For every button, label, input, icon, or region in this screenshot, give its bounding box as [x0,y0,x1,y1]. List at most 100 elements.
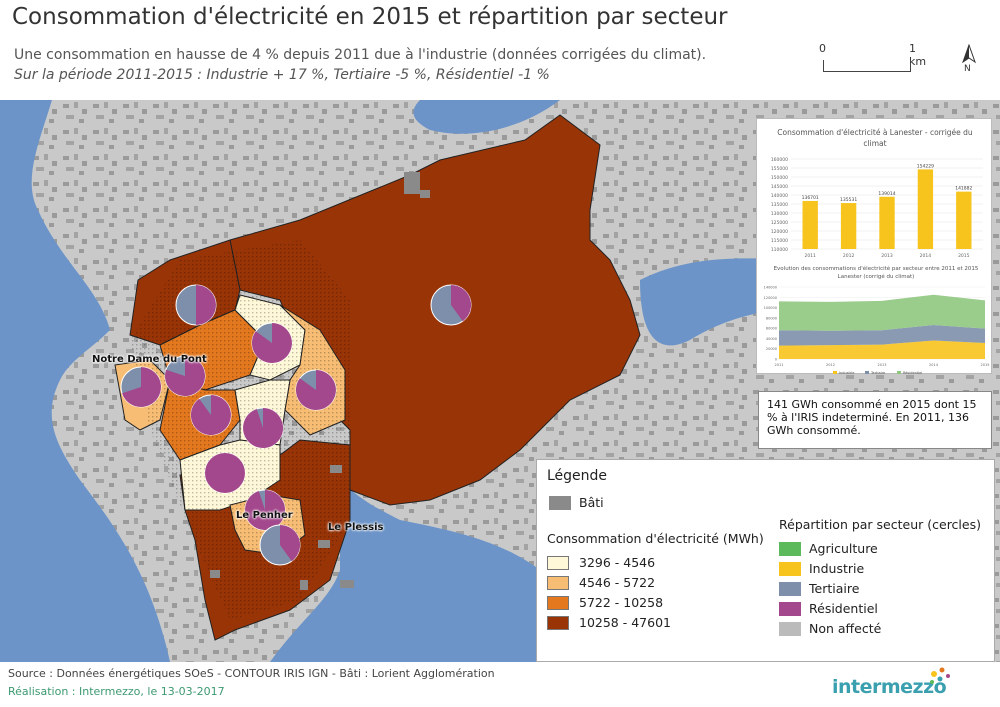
legend-bati-label: Bâti [579,495,604,510]
pie-9-residentiel [245,489,286,530]
legend-class4-label: 10258 - 47601 [579,615,671,630]
chart1-category-4: 2015 [958,253,970,259]
chart1-value-label-1: 135531 [840,197,857,203]
chart1-category-2: 2013 [881,253,893,259]
legend-tertiaire-swatch [779,582,801,596]
legend-tertiaire-label: Tertiaire [809,581,860,596]
legend-conso-title: Consommation d'électricité (MWh) [547,531,764,546]
chart2-legend-swatch-1 [865,371,869,374]
logo-dots-icon [930,667,950,684]
chart2-legend-label-0: Industrie [839,371,854,375]
scale-bar: 0 1 km [815,40,935,80]
legend-class3-swatch [547,596,569,610]
chart1-category-1: 2012 [843,253,855,259]
legend-class4-swatch [547,616,569,630]
legend-residentiel-swatch [779,602,801,616]
chart2-xtick-1: 2012 [826,363,835,367]
chart1-ytick-7: 145000 [771,184,788,190]
scale-end-label: 1 km [909,42,927,68]
chart2-legend-label-1: Tertiaire [870,371,885,375]
chart1-ytick-4: 130000 [771,211,788,217]
chart2-ytick-6: 120000 [764,296,777,300]
chart1-value-label-3: 154229 [917,163,934,169]
realisation-text: Réalisation : Intermezzo, le 13-03-2017 [8,685,225,698]
map-title: Consommation d'électricité en 2015 et ré… [12,4,728,30]
chart1-value-label-0: 136701 [802,195,819,201]
chart2-ytick-5: 100000 [764,306,777,310]
place-label-le-plessis: Le Plessis [328,522,384,533]
chart1-value-label-2: 139014 [878,191,895,197]
north-arrow-icon: N [958,43,980,78]
footer: Source : Données énergétiques SOeS - CON… [0,662,1000,707]
legend-non-affecte-label: Non affecté [809,621,882,636]
pie-7-residentiel [243,407,284,448]
pie-3-residentiel [122,366,162,408]
consumption-note: 141 GWh consommé en 2015 dont 15 % à l'I… [758,391,992,449]
chart2-area-2 [779,294,985,331]
chart1-ytick-1: 115000 [771,238,788,244]
pie-8-residentiel [205,453,245,493]
sector-pies [120,284,472,566]
area-chart: 0 20000 40000 60000 80000 100000 120000 140000 2… [764,286,990,376]
legend-sector-title: Répartition par secteur (cercles) [779,517,981,532]
bati-overlay [210,172,430,590]
pie-1-residentiel [251,323,292,363]
source-text: Source : Données énergétiques SOeS - CON… [8,667,495,680]
chart2-ytick-3: 60000 [766,327,777,331]
legend-class1-swatch [547,556,569,570]
legend-class1-label: 3296 - 4546 [579,555,656,570]
chart1-bar-4 [956,191,972,249]
chart2-area-1 [779,325,985,346]
legend-class2-swatch [547,576,569,590]
chart1-ytick-8: 150000 [771,175,788,181]
pie-4-residentiel [165,356,206,396]
chart2-xtick-2: 2013 [878,363,887,367]
chart1-bar-0 [802,200,818,249]
legend-industrie-swatch [779,562,801,576]
pie-10-residentiel [280,524,301,562]
chart1-ytick-6: 140000 [771,193,788,199]
chart1-ytick-5: 135000 [771,202,788,208]
pie-0-residentiel [196,285,216,325]
intermezzo-logo: intermezzo [832,666,992,698]
chart2-xtick-3: 2014 [929,363,939,367]
place-label-notre-dame: Notre Dame du Pont [92,354,207,365]
chart1-category-0: 2011 [804,253,816,259]
chart1-ytick-9: 155000 [771,166,788,172]
iris-hatch-overlay [130,240,350,620]
legend-non-affecte-swatch [779,622,801,636]
north-label: N [964,64,971,74]
chart1-bar-1 [840,203,857,249]
inset-charts-panel: Consommation d'électricité à Lanester - … [756,118,992,376]
scale-start-label: 0 [819,42,826,55]
chart2-legend-swatch-0 [833,371,837,374]
pie-6-residentiel [190,395,231,435]
map-header: Consommation d'électricité en 2015 et ré… [0,0,1000,100]
chart1-bar-2 [879,196,895,249]
legend-bati-swatch [549,496,571,510]
legend-agriculture-swatch [779,542,801,556]
legend-residentiel-label: Résidentiel [809,601,878,616]
chart2-title: Evolution des consommations d'électricit… [773,266,979,280]
chart1-ytick-0: 110000 [771,247,788,253]
chart1-bar-3 [917,169,934,249]
map-subtitle: Une consommation en hausse de 4 % depuis… [14,47,707,63]
legend-panel: Légende Bâti Consommation d'électricité … [536,459,995,662]
chart2-ytick-1: 20000 [766,347,777,351]
legend-class3-label: 5722 - 10258 [579,595,664,610]
chart2-xtick-0: 2011 [775,363,784,367]
bar-chart: 110000 115000 120000 125000 130000 135000 1400… [771,157,983,259]
legend-agriculture-label: Agriculture [809,541,878,556]
pie-2-residentiel [451,284,472,322]
chart2-ytick-7: 140000 [764,286,777,290]
pie-5-residentiel [295,370,336,410]
chart2-xtick-4: 2015 [981,363,990,367]
chart2-legend-label-2: Résidentiel [903,371,922,375]
chart2-ytick-0: 0 [775,358,777,362]
chart2-ytick-2: 40000 [766,337,777,341]
legend-industrie-label: Industrie [809,561,865,576]
map-subtitle-2: Sur la période 2011-2015 : Industrie + 1… [14,67,550,83]
legend-class2-label: 4546 - 5722 [579,575,656,590]
logo-wordmark: intermezzo [832,676,947,698]
chart1-ytick-3: 125000 [771,220,788,226]
